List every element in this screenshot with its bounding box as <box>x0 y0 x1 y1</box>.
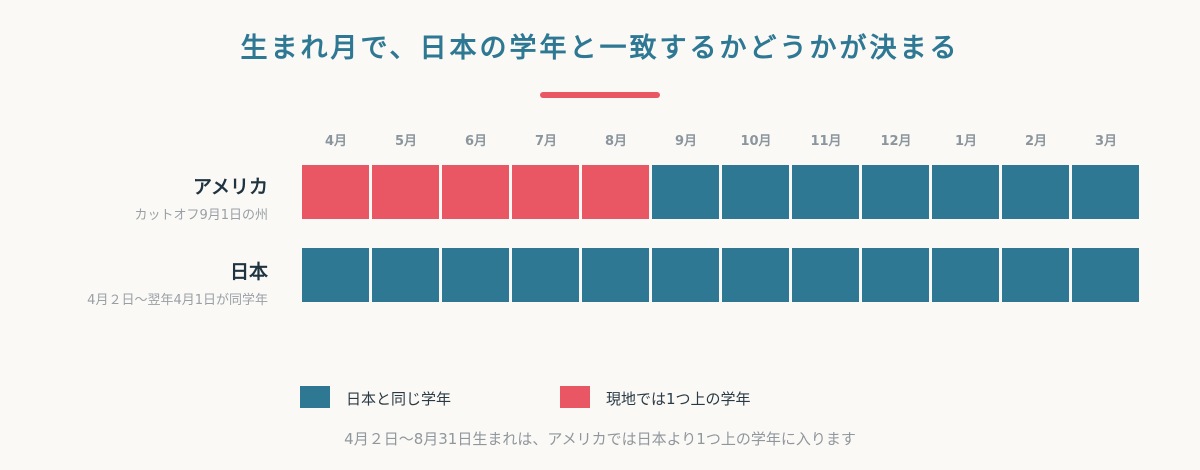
title-underline <box>540 92 660 98</box>
cell-row-japan <box>301 248 1141 302</box>
month-cell-same-grade <box>792 248 859 302</box>
month-cell-same-grade <box>652 248 719 302</box>
row-note-america: カットオフ9月1日の州 <box>134 208 268 223</box>
month-header: 4月 5月 6月 7月 8月 9月 10月 11月 12月 1月 2月 3月 <box>301 130 1141 150</box>
month-cell-same-grade <box>582 248 649 302</box>
month-cell-same-grade <box>792 165 859 219</box>
row-label-america: アメリカ <box>192 176 268 198</box>
month-label: 3月 <box>1094 134 1118 149</box>
month-label: 1月 <box>954 134 978 149</box>
legend-swatch-ahead <box>560 386 590 408</box>
month-cell-one-grade-ahead <box>512 165 579 219</box>
month-cell-same-grade <box>722 248 789 302</box>
month-cell-same-grade <box>862 165 929 219</box>
month-label: 4月 <box>324 134 348 149</box>
page-title: 生まれ月で、日本の学年と一致するかどうかが決まる <box>240 33 960 64</box>
month-cell-same-grade <box>862 248 929 302</box>
month-cell-same-grade <box>1072 165 1139 219</box>
legend-swatch-same <box>300 386 330 408</box>
month-cell-same-grade <box>932 248 999 302</box>
month-cell-same-grade <box>932 165 999 219</box>
month-cell-same-grade <box>372 248 439 302</box>
month-label: 6月 <box>464 134 488 149</box>
month-cell-one-grade-ahead <box>442 165 509 219</box>
footnote: 4月２日～8月31日生まれは、アメリカでは日本より1つ上の学年に入ります <box>344 430 856 448</box>
month-cell-same-grade <box>1072 248 1139 302</box>
row-note-japan: 4月２日～翌年4月1日が同学年 <box>87 293 268 308</box>
month-cell-same-grade <box>652 165 719 219</box>
row-label-japan: 日本 <box>229 261 268 283</box>
month-label: 11月 <box>810 134 842 149</box>
month-cell-same-grade <box>442 248 509 302</box>
month-label: 2月 <box>1024 134 1048 149</box>
month-cell-same-grade <box>1002 248 1069 302</box>
month-cell-one-grade-ahead <box>372 165 439 219</box>
month-cell-same-grade <box>512 248 579 302</box>
legend-label-same: 日本と同じ学年 <box>346 390 452 408</box>
month-cell-one-grade-ahead <box>582 165 649 219</box>
month-cell-same-grade <box>302 248 369 302</box>
month-label: 7月 <box>534 134 558 149</box>
month-label: 8月 <box>604 134 628 149</box>
cell-row-america <box>301 165 1141 219</box>
month-cell-same-grade <box>722 165 789 219</box>
month-label: 9月 <box>674 134 698 149</box>
month-cell-one-grade-ahead <box>302 165 369 219</box>
month-label: 12月 <box>880 134 912 149</box>
month-label: 5月 <box>394 134 418 149</box>
legend-label-ahead: 現地では1つ上の学年 <box>606 390 751 408</box>
month-label: 10月 <box>740 134 772 149</box>
month-cell-same-grade <box>1002 165 1069 219</box>
